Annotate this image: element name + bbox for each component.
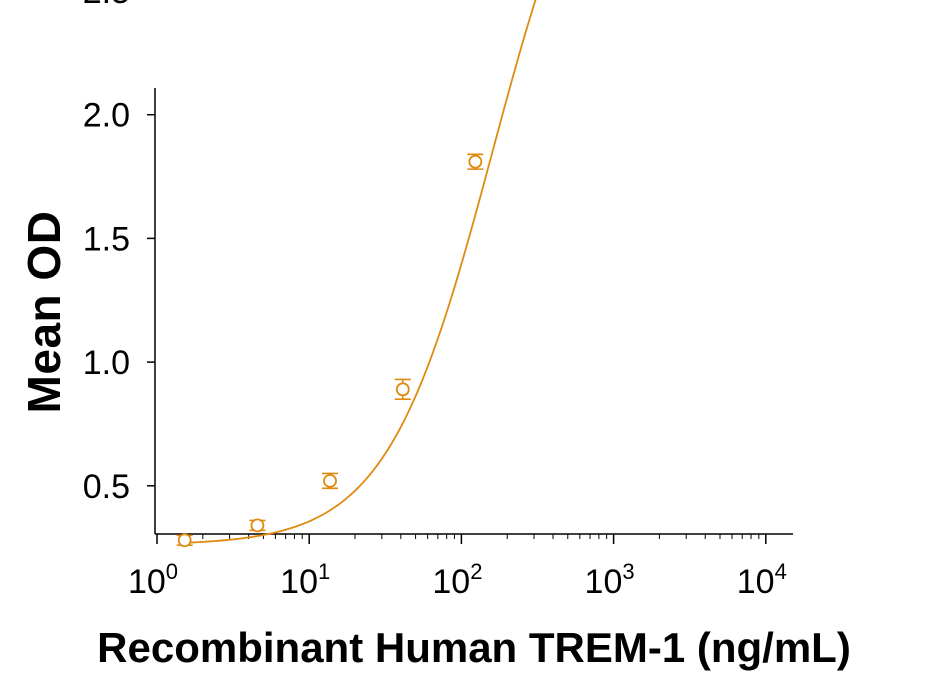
fit-curve — [184, 0, 537, 544]
data-point — [249, 518, 266, 533]
ticks: 0.51.01.52.02.53.03.5100101102103104 — [83, 0, 787, 601]
y-tick-label: 1.5 — [83, 220, 130, 258]
y-tick-label: 1.0 — [83, 344, 130, 382]
data-point — [176, 533, 193, 548]
x-tick-label: 101 — [280, 559, 330, 601]
y-tick-label: 2.5 — [83, 0, 130, 11]
data-points — [176, 153, 484, 548]
point-marker — [323, 473, 337, 488]
x-axis-label: Recombinant Human TREM-1 (ng/mL) — [97, 624, 851, 671]
x-tick-label: 103 — [585, 559, 635, 601]
y-tick-label: 2.0 — [83, 97, 130, 135]
x-tick-label: 102 — [432, 559, 482, 601]
data-point — [322, 472, 339, 490]
point-marker — [395, 382, 410, 397]
fit-curve-layer — [184, 0, 537, 544]
data-point — [467, 153, 484, 170]
y-tick-label: 0.5 — [83, 468, 130, 506]
x-tick-label: 104 — [737, 559, 787, 601]
data-point — [394, 378, 411, 401]
point-marker — [177, 533, 192, 548]
point-marker — [468, 154, 483, 169]
point-marker — [250, 518, 265, 533]
x-tick-label: 100 — [128, 559, 178, 601]
